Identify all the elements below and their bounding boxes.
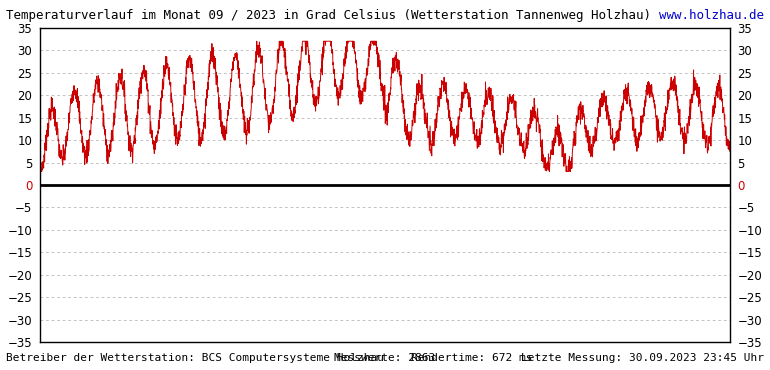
Text: Betreiber der Wetterstation: BCS Computersysteme Holzhau    Rendertime: 672 ms: Betreiber der Wetterstation: BCS Compute… — [6, 353, 533, 363]
Text: Temperaturverlauf im Monat 09 / 2023 in Grad Celsius (Wetterstation Tannenweg Ho: Temperaturverlauf im Monat 09 / 2023 in … — [6, 9, 651, 22]
Text: Letzte Messung: 30.09.2023 23:45 Uhr: Letzte Messung: 30.09.2023 23:45 Uhr — [521, 353, 764, 363]
Text: Messwerte: 2863: Messwerte: 2863 — [334, 353, 436, 363]
Text: www.holzhau.de: www.holzhau.de — [659, 9, 764, 22]
